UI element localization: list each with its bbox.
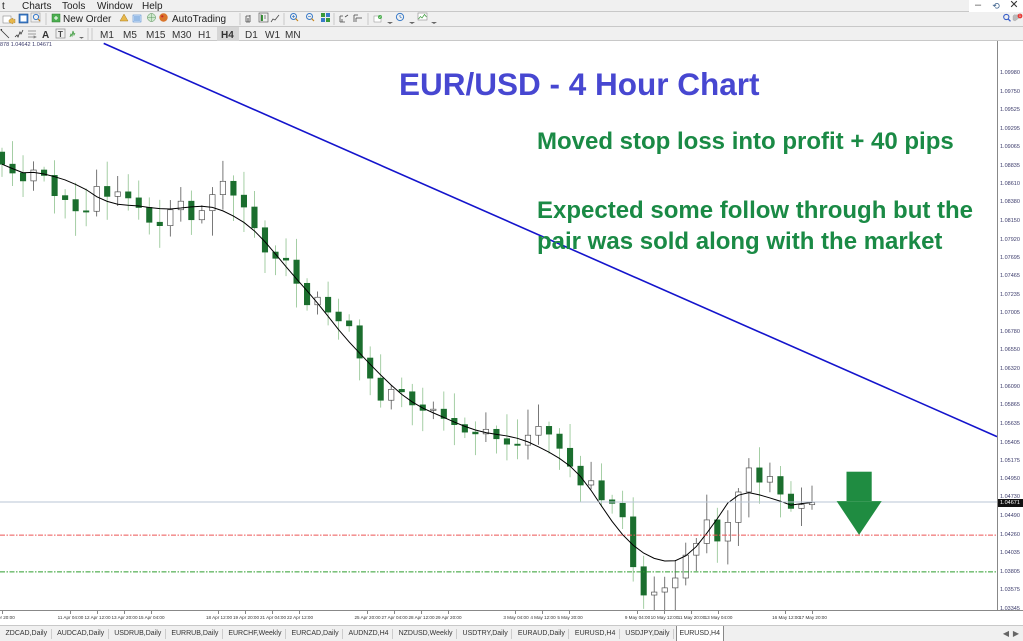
svg-text:H1: H1: [198, 30, 211, 41]
svg-text:M15: M15: [146, 30, 166, 41]
svg-text:M5: M5: [123, 30, 137, 41]
svg-text:MN: MN: [285, 30, 301, 41]
svg-text:1: 1: [1019, 14, 1021, 18]
svg-text:H4: H4: [221, 30, 234, 41]
svg-text:M1: M1: [100, 30, 114, 41]
svg-text:D1: D1: [245, 30, 258, 41]
svg-text:A: A: [42, 30, 49, 41]
svg-text:M30: M30: [172, 30, 192, 41]
svg-text:W1: W1: [265, 30, 280, 41]
svg-text:T: T: [58, 30, 63, 39]
